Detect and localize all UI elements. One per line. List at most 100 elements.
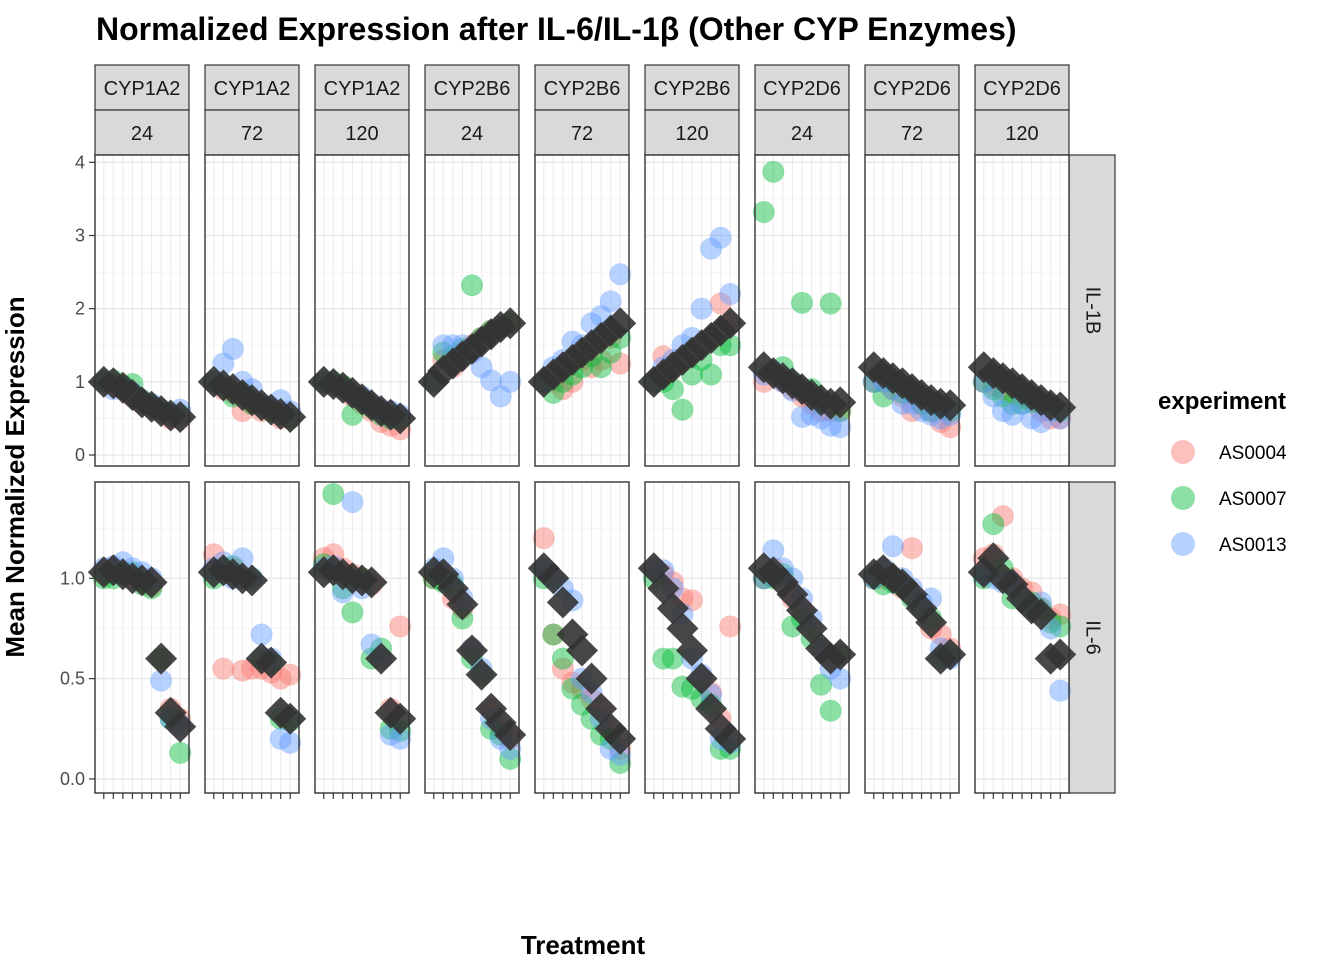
data-point-as0013 — [150, 669, 173, 692]
facet-strip-time — [864, 109, 960, 156]
mean-marker — [824, 638, 857, 671]
mean-marker — [164, 710, 197, 743]
mean-marker — [537, 562, 570, 595]
mean-marker — [465, 658, 498, 691]
y-axis-title: Mean Normalized Expression — [0, 296, 30, 657]
data-point-as0007 — [661, 647, 684, 670]
facet-strip-enzyme-label: CYP2B6 — [544, 78, 621, 100]
data-point-as0013 — [609, 743, 632, 766]
facet-strip-enzyme-label: CYP2B6 — [654, 78, 731, 100]
mean-marker — [604, 722, 637, 755]
data-point-as0004 — [1049, 603, 1072, 626]
data-point-as0007 — [762, 160, 785, 183]
mean-marker — [494, 718, 527, 751]
data-point-as0013 — [279, 731, 302, 754]
facet-strip-row — [1068, 154, 1116, 467]
mean-marker — [1025, 598, 1058, 631]
data-point-as0004 — [279, 663, 302, 686]
mean-marker — [934, 638, 967, 671]
facet-strip-row-label: IL-1B — [1082, 287, 1104, 335]
panel-border — [314, 154, 410, 467]
legend-key-as0004 — [1171, 440, 1195, 464]
panel-border — [424, 154, 520, 467]
data-point-as0013 — [499, 370, 522, 393]
facet-strip-time — [644, 109, 740, 156]
facet-strip-time-label: 24 — [791, 123, 813, 145]
mean-marker — [355, 566, 388, 599]
facet-strip-row-label: IL-6 — [1082, 620, 1104, 654]
facet-strip-time-label: 72 — [241, 123, 263, 145]
mean-marker — [566, 634, 598, 667]
data-point-as0004 — [681, 589, 703, 612]
legend-title: experiment — [1158, 388, 1286, 415]
facet-strip-row — [1068, 481, 1116, 794]
facet-strip-enzyme — [94, 64, 190, 111]
mean-marker — [274, 702, 307, 735]
data-point-as0013 — [1001, 403, 1024, 426]
y-tick-label: 0.0 — [60, 769, 85, 789]
data-point-as0013 — [762, 539, 785, 562]
data-point-as0007 — [752, 201, 775, 224]
mean-marker — [446, 588, 479, 621]
facet-strip-time-label: 120 — [1005, 123, 1038, 145]
facet-strip-enzyme-label: CYP1A2 — [104, 78, 181, 100]
data-point-as0004 — [991, 505, 1014, 528]
facet-strip-enzyme — [974, 64, 1070, 111]
facet-strip-enzyme — [644, 64, 740, 111]
y-tick-label: 0.5 — [60, 669, 85, 689]
data-point-as0007 — [169, 741, 192, 764]
data-point-as0013 — [599, 290, 622, 313]
data-point-as0013 — [829, 667, 852, 690]
mean-marker — [255, 646, 288, 679]
data-point-as0007 — [810, 673, 833, 696]
data-point-as0013 — [250, 623, 273, 646]
mean-marker — [236, 564, 268, 597]
facet-strip-time-label: 72 — [901, 123, 923, 145]
data-point-as0007 — [872, 385, 895, 408]
chart-title: Normalized Expression after IL-6/IL-1β (… — [96, 11, 1017, 47]
data-point-as0013 — [819, 414, 842, 437]
panel-border — [644, 154, 740, 467]
data-point-as0004 — [551, 657, 574, 680]
data-point-as0007 — [551, 647, 574, 670]
facet-strip-time — [974, 109, 1070, 156]
panel-border — [864, 154, 960, 467]
panel-border — [204, 154, 300, 467]
y-tick-label: 3 — [75, 225, 85, 245]
panel-border — [974, 154, 1070, 467]
data-point-as0007 — [461, 274, 483, 297]
mean-marker — [1044, 638, 1077, 671]
data-point-as0007 — [982, 513, 1005, 536]
y-tick-label: 1.0 — [60, 568, 85, 588]
facet-strip-time-label: 120 — [345, 123, 378, 145]
mean-marker — [824, 386, 857, 419]
data-point-as0007 — [791, 291, 813, 314]
data-point-as0013 — [881, 535, 904, 558]
facet-strip-time — [424, 109, 520, 156]
data-point-as0013 — [432, 334, 455, 357]
facet-strip-time-label: 24 — [461, 123, 483, 145]
data-point-as0007 — [542, 623, 565, 646]
legend-key-as0007 — [1171, 486, 1195, 510]
mean-marker — [484, 706, 517, 739]
mean-marker — [714, 722, 747, 755]
y-tick-label: 1 — [75, 372, 85, 392]
data-point-as0007 — [1049, 615, 1072, 638]
x-axis-title: Treatment — [521, 930, 646, 960]
panel-border — [754, 154, 850, 467]
data-point-as0013 — [470, 356, 493, 379]
data-point-as0013 — [719, 283, 742, 306]
panel-border — [94, 154, 190, 467]
data-point-as0004 — [609, 352, 632, 375]
mean-marker — [384, 402, 417, 435]
legend: experiment AS0004 AS0007 AS0013 — [1158, 388, 1287, 556]
data-point-as0013 — [1020, 407, 1043, 430]
data-point-as0007 — [341, 601, 364, 624]
panel-border — [534, 154, 630, 467]
data-point-as0013 — [269, 727, 292, 750]
data-point-as0007 — [561, 677, 584, 700]
facet-strip-time-label: 24 — [131, 123, 153, 145]
data-point-as0004 — [719, 615, 742, 638]
facet-strip-enzyme-label: CYP1A2 — [214, 78, 291, 100]
